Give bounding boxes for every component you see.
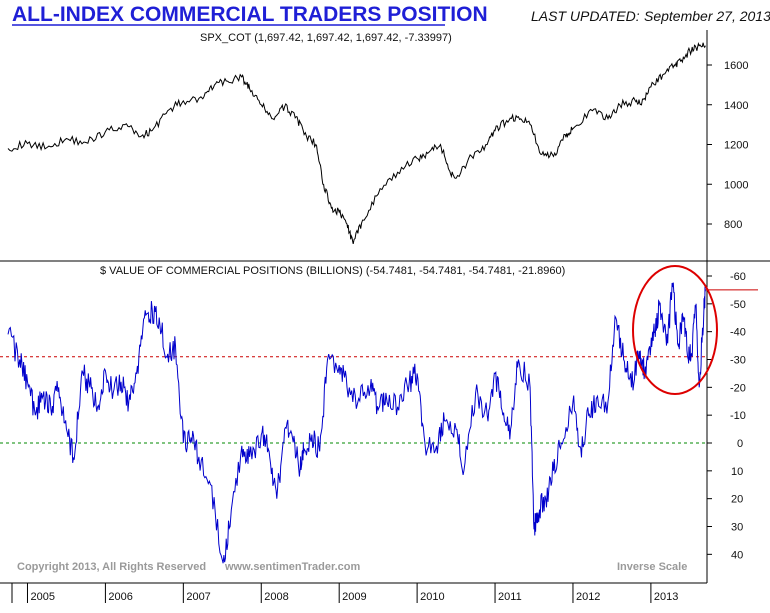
x-tick-label: 2011 xyxy=(498,591,522,603)
x-tick-label: 2009 xyxy=(342,591,366,603)
bottom-panel-label: $ VALUE OF COMMERCIAL POSITIONS (BILLION… xyxy=(100,265,565,277)
top-y-axis-ticks: 800 1000 1200 1400 1600 xyxy=(707,60,748,231)
last-updated-date: September 27, 2013 xyxy=(644,8,770,24)
x-axis-ticks: 2005 2006 2007 2008 2009 2010 2011 2012 2013 xyxy=(11,583,678,603)
highlight-circle xyxy=(632,265,718,395)
top-panel-label: SPX_COT (1,697.42, 1,697.42, 1,697.42, -… xyxy=(200,32,452,44)
top-tick-label: 1600 xyxy=(724,60,748,72)
bottom-tick-label: -30 xyxy=(730,355,746,367)
commercial-line xyxy=(7,282,706,564)
x-tick-label: 2013 xyxy=(654,591,678,603)
bottom-y-axis-ticks: -60 -50 -40 -30 -20 -10 0 10 20 30 40 xyxy=(707,271,746,561)
bottom-tick-label: 30 xyxy=(731,522,743,534)
x-tick-label: 2010 xyxy=(420,591,444,603)
x-tick-label: 2008 xyxy=(264,591,288,603)
bottom-tick-label: -40 xyxy=(730,327,746,339)
bottom-tick-label: 0 xyxy=(737,438,743,450)
top-tick-label: 1200 xyxy=(724,140,748,152)
commercial-series xyxy=(7,282,706,564)
x-tick-label: 2006 xyxy=(108,591,132,603)
chart-title: ALL-INDEX COMMERCIAL TRADERS POSITION xyxy=(12,3,488,26)
x-tick-label: 2007 xyxy=(186,591,210,603)
reference-lines xyxy=(0,289,758,444)
top-tick-label: 1000 xyxy=(724,179,748,191)
copyright-text: Copyright 2013, All Rights Reserved xyxy=(17,561,206,573)
bottom-tick-label: 20 xyxy=(731,494,743,506)
last-updated-label: LAST UPDATED: xyxy=(531,8,640,24)
website-text: www.sentimenTrader.com xyxy=(224,561,361,573)
price-line xyxy=(7,42,706,245)
top-tick-label: 800 xyxy=(724,219,742,231)
bottom-tick-label: -50 xyxy=(730,299,746,311)
x-tick-label: 2005 xyxy=(30,591,54,603)
bottom-tick-label: -10 xyxy=(730,410,746,422)
top-tick-label: 1400 xyxy=(724,100,748,112)
bottom-tick-label: 40 xyxy=(731,549,743,561)
bottom-tick-label: -20 xyxy=(730,382,746,394)
price-series xyxy=(7,42,706,245)
inverse-scale-note: Inverse Scale xyxy=(617,561,687,573)
bottom-tick-label: -60 xyxy=(730,271,746,283)
bottom-tick-label: 10 xyxy=(731,466,743,478)
x-tick-label: 2012 xyxy=(576,591,600,603)
